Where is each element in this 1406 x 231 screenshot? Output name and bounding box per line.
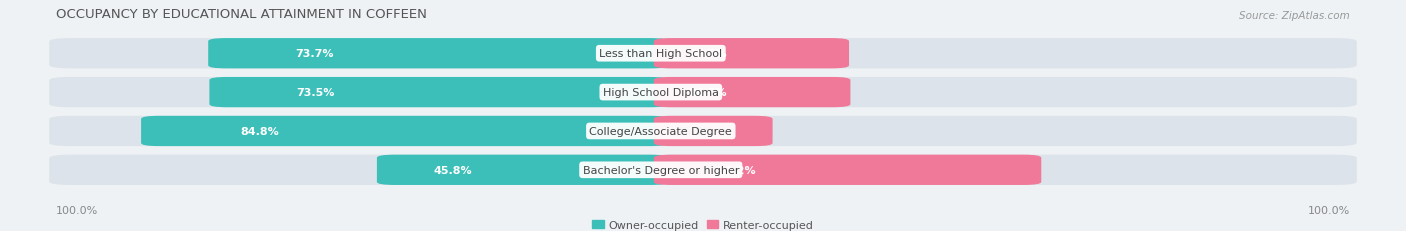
- Text: High School Diploma: High School Diploma: [603, 88, 718, 98]
- FancyBboxPatch shape: [209, 78, 668, 108]
- Text: 15.2%: 15.2%: [676, 126, 716, 136]
- Text: Less than High School: Less than High School: [599, 49, 723, 59]
- Text: 26.5%: 26.5%: [688, 88, 727, 98]
- Text: 54.2%: 54.2%: [717, 165, 755, 175]
- Text: College/Associate Degree: College/Associate Degree: [589, 126, 733, 136]
- FancyBboxPatch shape: [654, 155, 1042, 185]
- Text: 73.7%: 73.7%: [295, 49, 335, 59]
- Text: Source: ZipAtlas.com: Source: ZipAtlas.com: [1239, 11, 1350, 21]
- Legend: Owner-occupied, Renter-occupied: Owner-occupied, Renter-occupied: [592, 220, 814, 230]
- FancyBboxPatch shape: [654, 116, 772, 146]
- FancyBboxPatch shape: [49, 155, 1357, 185]
- FancyBboxPatch shape: [654, 39, 849, 69]
- FancyBboxPatch shape: [49, 39, 1357, 69]
- FancyBboxPatch shape: [141, 116, 668, 146]
- FancyBboxPatch shape: [377, 155, 668, 185]
- Text: OCCUPANCY BY EDUCATIONAL ATTAINMENT IN COFFEEN: OCCUPANCY BY EDUCATIONAL ATTAINMENT IN C…: [56, 8, 427, 21]
- Text: 84.8%: 84.8%: [240, 126, 280, 136]
- FancyBboxPatch shape: [49, 116, 1357, 146]
- FancyBboxPatch shape: [654, 78, 851, 108]
- FancyBboxPatch shape: [49, 78, 1357, 108]
- Text: 45.8%: 45.8%: [434, 165, 472, 175]
- Text: Bachelor's Degree or higher: Bachelor's Degree or higher: [582, 165, 740, 175]
- Text: 100.0%: 100.0%: [1308, 206, 1350, 216]
- Text: 26.3%: 26.3%: [688, 49, 727, 59]
- FancyBboxPatch shape: [208, 39, 668, 69]
- Text: 100.0%: 100.0%: [56, 206, 98, 216]
- Text: 73.5%: 73.5%: [297, 88, 335, 98]
